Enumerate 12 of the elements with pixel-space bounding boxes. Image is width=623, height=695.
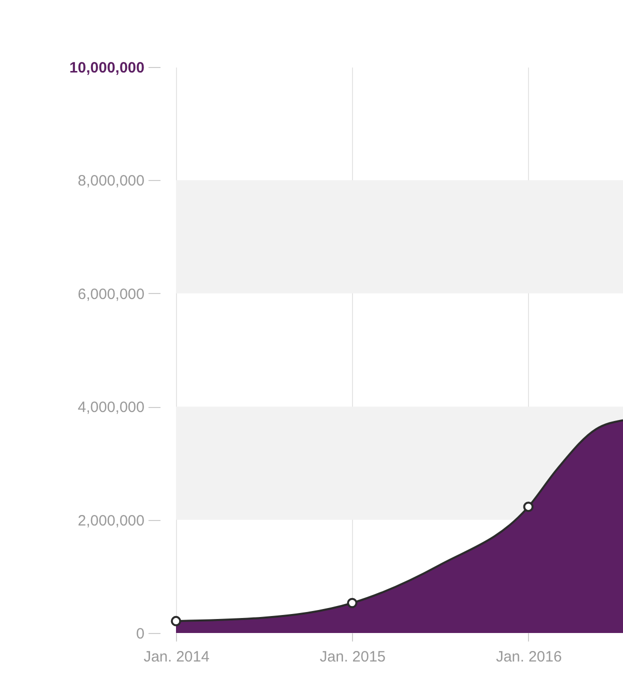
point <box>523 502 534 512</box>
y-tick-label: 10,000,000 <box>69 60 144 76</box>
x-tick-label: Jan. 2016 <box>496 648 562 666</box>
y-tick-label: 8,000,000 <box>78 172 144 190</box>
y-tick-label: 6,000,000 <box>78 286 144 303</box>
point <box>347 598 358 608</box>
y-tick-label: 0 <box>136 626 144 642</box>
y-tick-label: 4,000,000 <box>78 399 144 416</box>
x-tick-label: Jan. 2015 <box>320 648 386 666</box>
y-tick-label: 2,000,000 <box>78 512 144 530</box>
point <box>170 616 182 626</box>
x-tick-label: Jan. 2014 <box>144 648 210 666</box>
